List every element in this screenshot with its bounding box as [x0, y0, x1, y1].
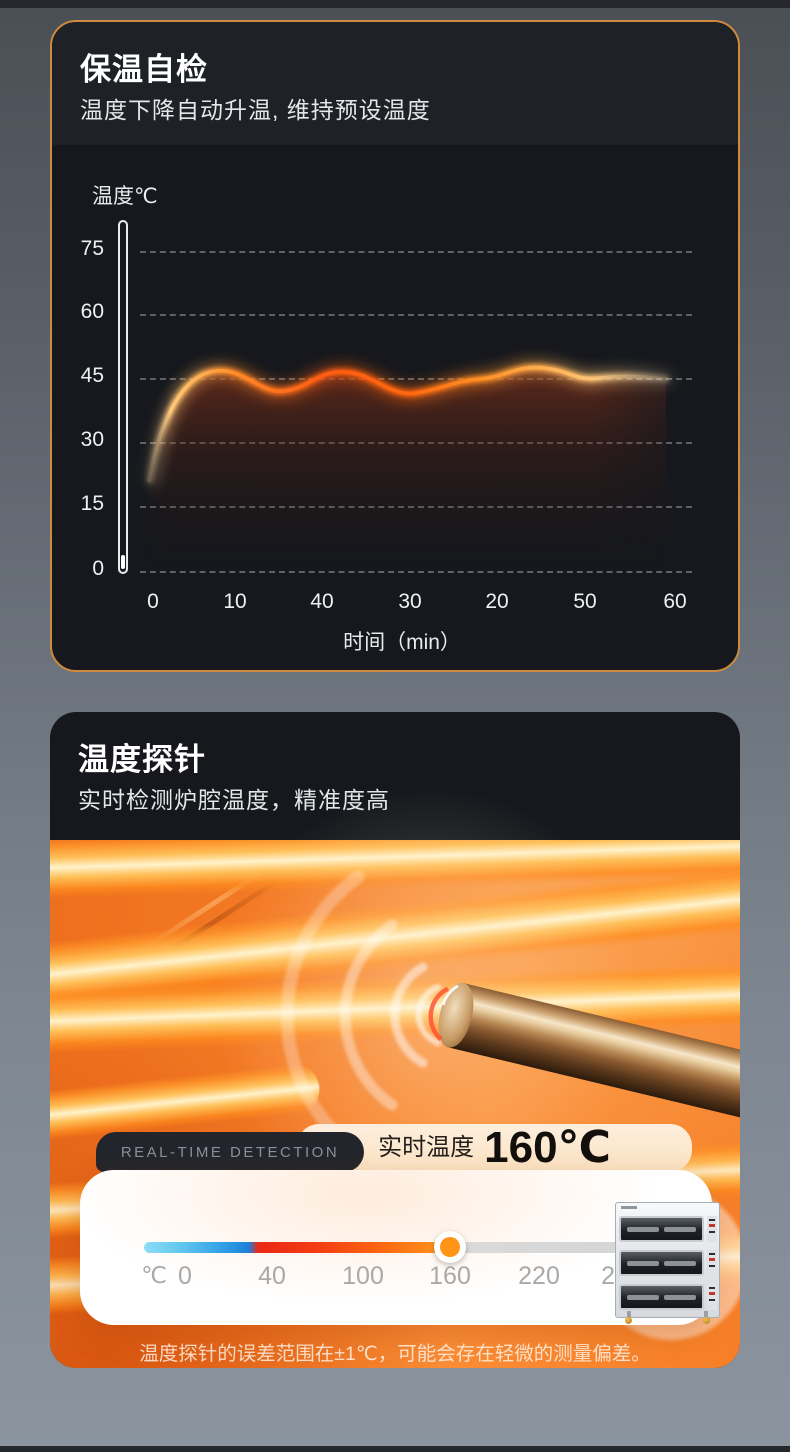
x-tick: 20 [485, 590, 509, 613]
scale-tick: 100 [342, 1262, 384, 1290]
oven-foot [704, 1311, 708, 1317]
scale-tick: 220 [518, 1262, 560, 1290]
detection-badge: REAL-TIME DETECTION [96, 1132, 364, 1172]
x-tick: 60 [663, 590, 687, 613]
realtime-temp-value: 160℃ [484, 1123, 611, 1172]
oven-brand-mark [621, 1206, 637, 1209]
oven-control-panel [707, 1250, 717, 1276]
gridline-60 [140, 314, 692, 316]
x-tick: 0 [147, 590, 159, 613]
section-divider-bottom [0, 1446, 790, 1452]
gridline-15 [140, 506, 692, 508]
y-tick: 15 [80, 492, 104, 515]
oven-control-panel [707, 1284, 717, 1310]
card-header-band [52, 22, 738, 145]
gridline-30 [140, 442, 692, 444]
section-divider-top [0, 0, 790, 8]
x-tick: 50 [573, 590, 597, 613]
temperature-probe-card: 温度探针 实时检测炉腔温度，精准度高 [50, 712, 740, 1368]
scale-unit: ℃ [141, 1262, 167, 1288]
gridline-45 [140, 378, 692, 380]
y-tick: 75 [80, 237, 104, 260]
x-tick: 30 [398, 590, 422, 613]
card-subtitle: 温度下降自动升温, 维持预设温度 [80, 97, 431, 123]
y-tick: 60 [80, 300, 104, 323]
gridline-75 [140, 251, 692, 253]
temperature-scale-track [144, 1242, 644, 1253]
y-tick: 0 [92, 557, 104, 580]
x-axis-title: 时间（min） [343, 631, 461, 654]
scale-tick: 160 [429, 1262, 471, 1290]
oven-foot [625, 1317, 632, 1324]
x-tick: 10 [223, 590, 247, 613]
x-tick: 40 [310, 590, 334, 613]
gridline-0 [140, 571, 692, 573]
oven-deck [619, 1250, 704, 1276]
oven-control-panel [707, 1216, 717, 1242]
y-axis-title: 温度℃ [92, 185, 158, 208]
realtime-temp-label: 实时温度 [378, 1134, 475, 1161]
thermometer-mercury [121, 555, 125, 569]
oven-deck [619, 1216, 704, 1242]
detection-badge-text: REAL-TIME DETECTION [120, 1143, 340, 1161]
oven-foot [627, 1311, 631, 1317]
card-subtitle: 实时检测炉腔温度，精准度高 [78, 787, 390, 813]
thermal-selfcheck-card: 保温自检 温度下降自动升温, 维持预设温度 温度℃ 75 60 45 30 15… [50, 20, 740, 672]
scale-tick: 0 [178, 1262, 192, 1290]
oven-product-image [615, 1202, 720, 1324]
scale-tick: 40 [258, 1262, 286, 1290]
card-title: 保温自检 [80, 52, 208, 87]
y-tick: 45 [80, 364, 104, 387]
temperature-scale-thumb [434, 1231, 466, 1263]
oven-foot [703, 1317, 710, 1324]
y-tick: 30 [80, 428, 104, 451]
accuracy-disclaimer: 温度探针的误差范围在±1℃，可能会存在轻微的测量偏差。 [139, 1343, 651, 1365]
y-axis-thermometer [118, 220, 128, 574]
card-title: 温度探针 [78, 742, 206, 777]
oven-deck [619, 1284, 704, 1310]
